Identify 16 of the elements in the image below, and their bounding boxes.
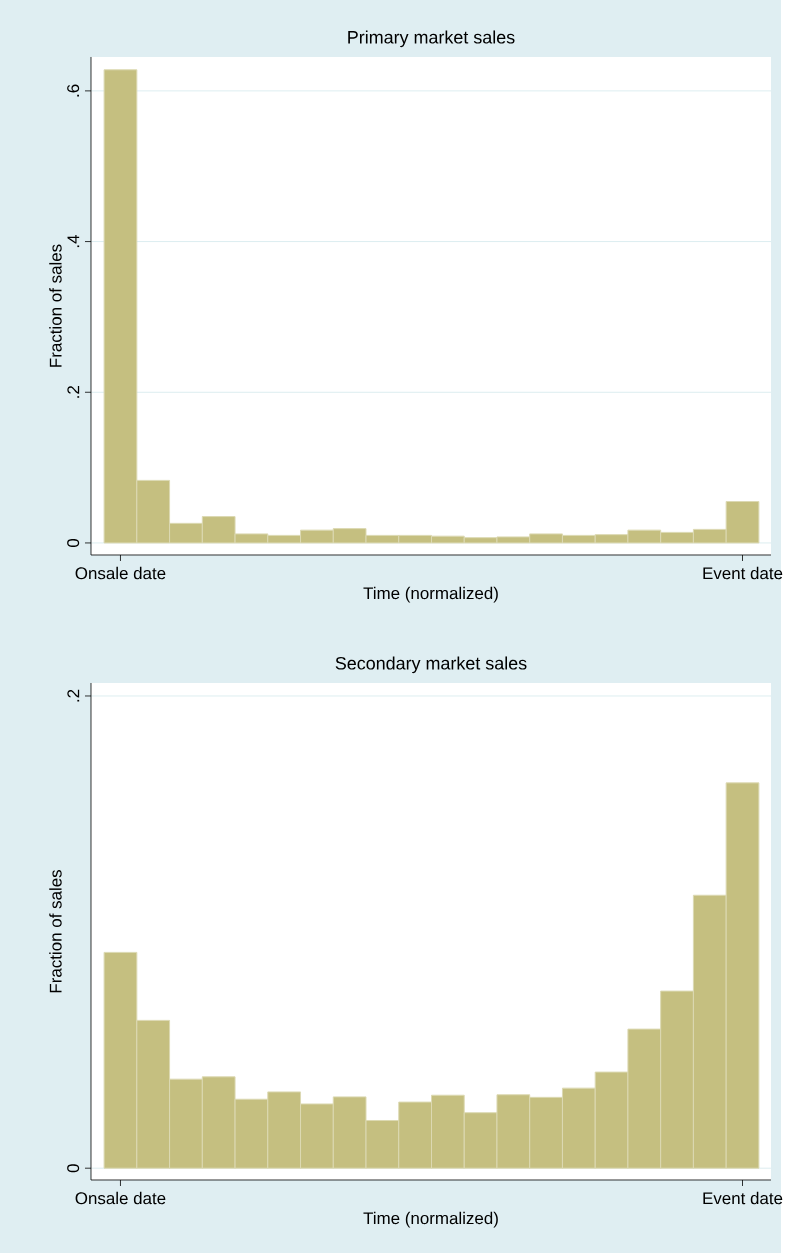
y-tick-label: 0: [67, 1164, 80, 1173]
x-tick-label: Onsale date: [75, 1191, 166, 1205]
y-tick-label: .6: [67, 84, 80, 97]
x-axis-title: Time (normalized): [363, 1211, 498, 1228]
x-tick-label: Event date: [703, 566, 783, 580]
y-tick-label: .2: [67, 689, 80, 702]
x-tick-label: Onsale date: [75, 566, 166, 580]
y-axis-title: Fraction of sales: [49, 244, 62, 367]
chart-title: Secondary market sales: [335, 656, 527, 674]
y-tick-label: .4: [67, 235, 80, 248]
y-tick-label: 0: [67, 538, 80, 547]
y-axis-title: Fraction of sales: [49, 870, 62, 993]
y-tick-label: .2: [67, 386, 80, 398]
x-axis-title: Time (normalized): [363, 586, 498, 603]
chart-title: Primary market sales: [348, 30, 515, 48]
x-tick-label: Event date: [703, 1191, 783, 1205]
